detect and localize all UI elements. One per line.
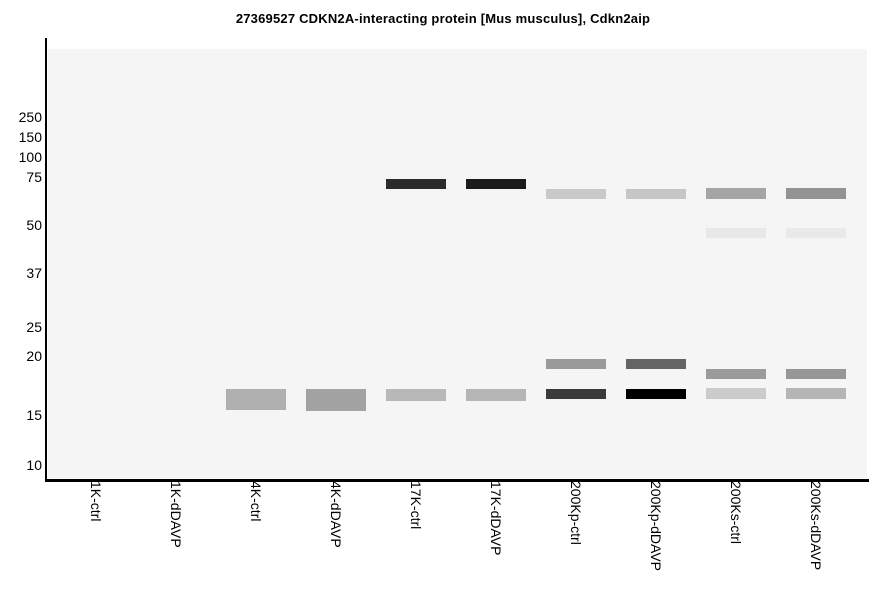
mw-marker-label: 150 [18,129,42,145]
mw-marker-label: 100 [18,149,42,165]
mw-marker-label: 50 [26,217,42,233]
mw-marker-label: 250 [18,109,42,125]
gel-band [306,389,366,411]
gel-band [786,188,846,199]
figure-title: 27369527 CDKN2A-interacting protein [Mus… [235,11,651,26]
mw-marker-label: 15 [26,407,42,423]
mw-marker-label: 75 [26,169,42,185]
mw-marker-label: 10 [26,457,42,473]
gel-band [786,369,846,379]
gel-band [706,188,766,199]
gel-band [386,389,446,401]
plot-area [48,49,867,478]
gel-band [546,389,606,399]
gel-band [706,369,766,379]
lane-label: 1K-dDAVP [168,481,184,548]
gel-band [706,228,766,238]
gel-band [626,189,686,199]
gel-band [626,389,686,399]
gel-band [466,179,526,189]
gel-band [386,179,446,189]
lane-label: 1K-ctrl [88,481,104,522]
gel-band [546,359,606,369]
gel-band [786,228,846,238]
lane-label: 200Kp-dDAVP [648,481,664,572]
lane-label: 4K-dDAVP [328,481,344,548]
mw-marker-label: 25 [26,319,42,335]
gel-band [226,389,286,410]
gel-band [546,189,606,199]
gel-band [706,388,766,399]
mw-marker-label: 37 [26,265,42,281]
lane-label: 17K-ctrl [408,481,424,530]
gel-band [786,388,846,399]
mw-marker-label: 20 [26,348,42,364]
x-axis-line [45,479,869,482]
lane-label: 200Ks-ctrl [728,481,744,545]
lane-label: 17K-dDAVP [488,481,504,556]
lane-label: 200Kp-ctrl [568,481,584,545]
lane-label: 4K-ctrl [248,481,264,522]
gel-band [626,359,686,369]
gel-band [466,389,526,401]
lane-label: 200Ks-dDAVP [808,481,824,571]
y-axis-line [45,38,47,481]
